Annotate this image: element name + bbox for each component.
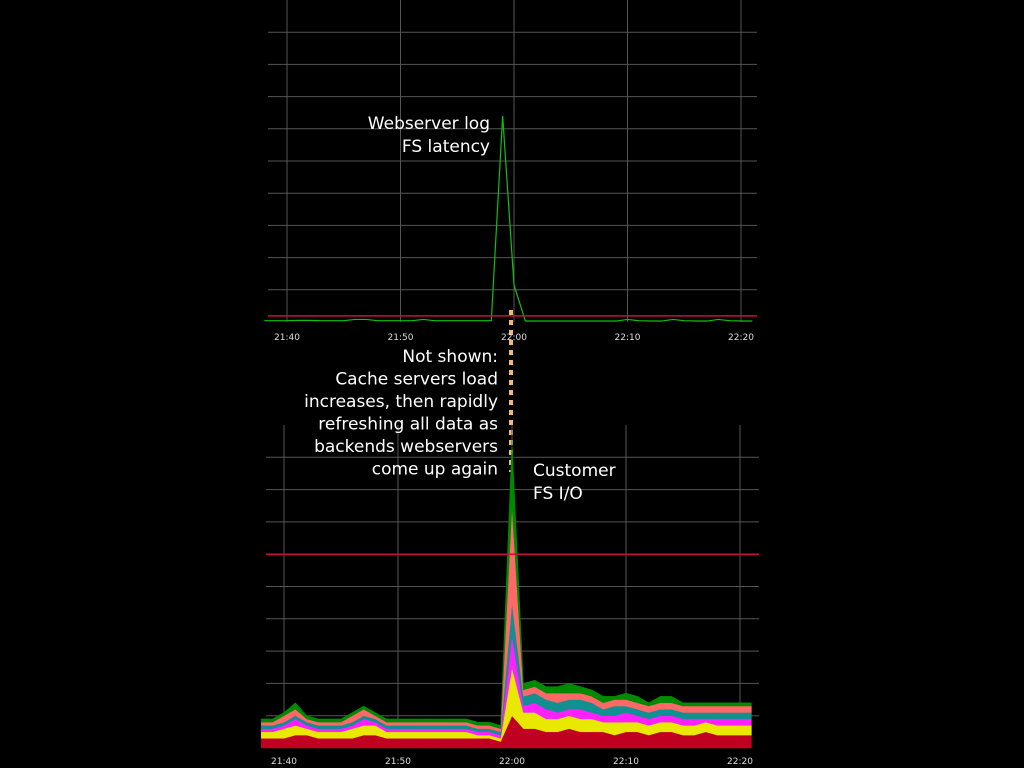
note-line: come up again [372, 460, 498, 480]
annotation: Customer [533, 461, 616, 481]
x-tick-label: 21:50 [385, 757, 411, 767]
note-line: increases, then rapidly [304, 392, 498, 412]
x-tick-label: 22:10 [615, 333, 641, 343]
note-line: backends webservers [314, 437, 498, 457]
note-line: Not shown: [402, 347, 498, 367]
x-tick-label: 21:40 [274, 333, 300, 343]
x-tick-label: 21:50 [388, 333, 414, 343]
area-layer [260, 441, 752, 729]
latency-line [264, 115, 753, 322]
x-tick-label: 22:10 [613, 757, 639, 767]
annotation: Webserver log [368, 114, 490, 134]
annotation: FS I/O [533, 484, 583, 504]
x-tick-label: 22:00 [499, 757, 525, 767]
x-tick-label: 22:00 [501, 333, 527, 343]
annotation: FS latency [402, 137, 490, 157]
x-tick-label: 22:20 [727, 757, 753, 767]
note-line: refreshing all data as [318, 415, 498, 435]
x-tick-label: 22:20 [728, 333, 754, 343]
x-tick-label: 21:40 [271, 757, 297, 767]
note-line: Cache servers load [335, 370, 498, 390]
